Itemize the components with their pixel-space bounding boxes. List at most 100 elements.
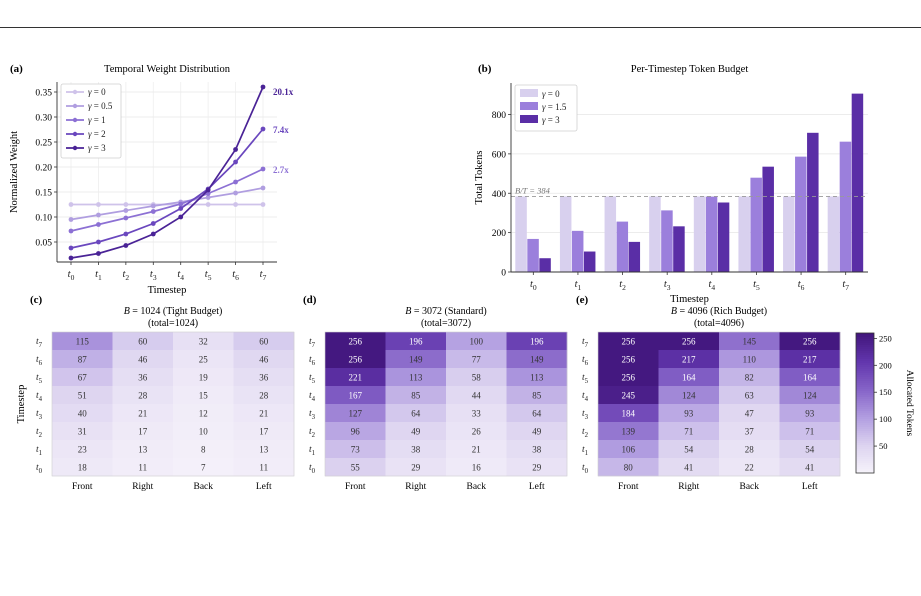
panel-e-heatmap: (e) B = 4096 (Rich Budget)(total=4096) 256… bbox=[576, 294, 841, 492]
panel-c-cell-value: 25 bbox=[199, 355, 209, 365]
panel-b-xtick-label: t5 bbox=[753, 279, 760, 292]
panel-e-cell-value: 184 bbox=[622, 409, 636, 419]
panel-b-xtick-label: t6 bbox=[798, 279, 805, 292]
panel-a-data-point bbox=[96, 202, 101, 207]
colorbar-segment bbox=[856, 335, 874, 338]
panel-d-cell bbox=[325, 404, 386, 423]
panel-a-data-point bbox=[233, 159, 238, 165]
colorbar-segment bbox=[856, 375, 874, 378]
panel-c-row-label: t5 bbox=[36, 373, 43, 385]
panel-e-cell-value: 124 bbox=[803, 391, 817, 401]
panel-b-legend-swatch bbox=[520, 89, 538, 97]
panel-d-cell bbox=[325, 422, 386, 441]
panel-a-xtick-label: t7 bbox=[260, 269, 267, 282]
panel-b-ytick-label: 400 bbox=[492, 190, 507, 200]
panel-b-legend-swatch bbox=[520, 102, 538, 110]
colorbar-segment bbox=[856, 369, 874, 372]
panel-d-cell-value: 256 bbox=[349, 355, 363, 365]
panel-a-legend-label: γ = 0 bbox=[88, 87, 106, 97]
panel-a-data-point bbox=[96, 222, 101, 227]
panel-d-cell bbox=[325, 386, 386, 405]
panel-c-subtitle: (total=1024) bbox=[148, 318, 198, 329]
colorbar-segment bbox=[856, 373, 874, 376]
panel-d-cell-value: 49 bbox=[532, 427, 542, 437]
panel-e-cell bbox=[658, 440, 720, 459]
panel-b-legend-label: γ = 3 bbox=[542, 115, 560, 125]
panel-a-data-point bbox=[205, 202, 211, 207]
panel-b-bar bbox=[738, 196, 750, 272]
panel-b-bar bbox=[649, 196, 661, 272]
colorbar-segment bbox=[856, 413, 874, 416]
panel-e-cell-value: 256 bbox=[622, 355, 636, 365]
panel-e-cell bbox=[779, 422, 841, 441]
panel-c-cell-value: 28 bbox=[138, 391, 148, 401]
colorbar-segment bbox=[856, 397, 874, 400]
panel-c-cell-value: 8 bbox=[201, 445, 206, 455]
panel-c-cell-value: 87 bbox=[78, 355, 88, 365]
panel-e-row-label: t3 bbox=[582, 409, 589, 421]
panel-c-label: (c) bbox=[30, 294, 43, 306]
panel-c-cell-value: 11 bbox=[259, 463, 268, 473]
panel-c-cell-value: 21 bbox=[259, 409, 268, 419]
panel-e-cell bbox=[719, 404, 780, 423]
panel-e-cell bbox=[658, 368, 720, 387]
panel-b-bar bbox=[795, 156, 807, 272]
panel-c-cell bbox=[233, 458, 295, 477]
panel-c-cell bbox=[52, 422, 113, 441]
colorbar-segment bbox=[856, 391, 874, 394]
panel-d-cell bbox=[325, 332, 386, 351]
panel-b-bar bbox=[673, 226, 685, 272]
panel-b-bar bbox=[628, 241, 641, 272]
panel-d-cell bbox=[446, 350, 507, 369]
panel-a-legend-marker bbox=[72, 103, 78, 109]
panel-d-cell-value: 113 bbox=[409, 373, 423, 383]
panel-e-cell bbox=[598, 368, 659, 387]
panel-e-cell-value: 217 bbox=[803, 355, 817, 365]
panel-c-cell-value: 10 bbox=[199, 427, 209, 437]
panel-a-xlabel: Timestep bbox=[148, 285, 187, 296]
panel-a-data-point bbox=[178, 201, 184, 207]
panel-a-data-point bbox=[123, 208, 129, 213]
panel-a-legend: γ = 0 γ = 0.5 γ = 1 γ = 2 γ = 3 bbox=[60, 83, 122, 159]
panel-a-data-point bbox=[205, 195, 211, 200]
panel-b-legend-label: γ = 0 bbox=[542, 89, 560, 99]
panel-e-cell bbox=[719, 458, 780, 477]
colorbar-segment bbox=[856, 431, 874, 434]
colorbar-segment bbox=[856, 405, 874, 408]
colorbar-segment bbox=[856, 361, 874, 364]
panel-a-legend-label: γ = 0.5 bbox=[88, 101, 113, 111]
panel-e-cell-value: 256 bbox=[682, 337, 696, 347]
panel-d-cell-value: 221 bbox=[349, 373, 363, 383]
panel-e-cell-value: 71 bbox=[805, 427, 814, 437]
panel-c-cell-value: 21 bbox=[138, 409, 147, 419]
colorbar-segment bbox=[856, 443, 874, 446]
panel-b-xtick-label: t0 bbox=[530, 279, 537, 292]
panel-b-ytick-label: 200 bbox=[492, 229, 507, 239]
panel-a-data-point bbox=[233, 202, 238, 207]
panel-d-cell-value: 64 bbox=[411, 409, 421, 419]
panel-e-row-label: t1 bbox=[582, 445, 588, 457]
panel-c-cell bbox=[233, 386, 295, 405]
panel-c-cell bbox=[233, 368, 295, 387]
panel-a-label: (a) bbox=[10, 63, 23, 75]
panel-e-cell bbox=[658, 386, 720, 405]
panel-e-column-label: Right bbox=[678, 482, 699, 492]
panel-e-row-label: t6 bbox=[582, 355, 589, 367]
colorbar-tick-label: 50 bbox=[879, 441, 888, 451]
panel-c-cell-value: 46 bbox=[259, 355, 269, 365]
panel-e-cell-value: 256 bbox=[622, 373, 636, 383]
panel-d-cell-value: 77 bbox=[472, 355, 482, 365]
panel-a-ytick-label: 0.05 bbox=[35, 239, 52, 249]
colorbar-segment bbox=[856, 433, 874, 436]
panel-c-cell-value: 60 bbox=[259, 337, 269, 347]
panel-b-xtick-label: t1 bbox=[575, 279, 582, 292]
panel-c-cell-value: 115 bbox=[76, 337, 90, 347]
panel-c-row-label: t7 bbox=[36, 337, 43, 349]
panel-c-cell bbox=[112, 404, 174, 423]
panel-b-legend-swatch bbox=[520, 115, 538, 123]
panel-c-cell bbox=[173, 368, 234, 387]
colorbar-segment bbox=[856, 393, 874, 396]
panel-a-xtick-label: t3 bbox=[150, 269, 157, 282]
panel-d-row-label: t1 bbox=[309, 445, 315, 457]
panel-e-cell bbox=[658, 350, 720, 369]
